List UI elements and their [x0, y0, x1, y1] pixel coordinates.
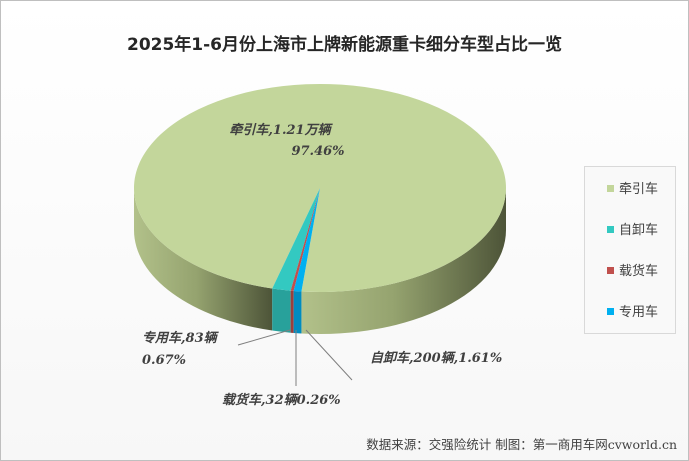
leader-dump — [305, 329, 353, 381]
legend-swatch-special — [607, 308, 614, 315]
data-label-cargo: 载货车,32辆0.26% — [222, 392, 341, 408]
legend-swatch-dump — [607, 226, 614, 233]
data-label-dump: 自卸车,200辆,1.61% — [370, 350, 502, 366]
pie-slice-dump — [272, 188, 320, 291]
data-label-tractor: 牵引车,1.21万辆 — [229, 122, 333, 138]
data-label-percent-special: 0.67% — [142, 353, 186, 368]
legend-swatch-cargo — [607, 267, 614, 274]
legend-label-dump: 自卸车 — [619, 222, 658, 238]
source-note: 数据来源：交强险统计 制图：第一商用车网cvworld.cn — [366, 437, 677, 452]
pie-side-cargo — [290, 290, 294, 333]
pie-side-tractor — [134, 188, 273, 331]
legend-label-cargo: 载货车 — [619, 263, 658, 279]
legend-label-tractor: 牵引车 — [619, 181, 658, 197]
pie-slice-tractor — [134, 84, 507, 293]
data-label-percent-tractor: 97.46% — [291, 144, 344, 159]
pie-slice-cargo — [290, 188, 320, 291]
pie-side-special — [293, 290, 302, 334]
chart-title: 2025年1-6月份上海市上牌新能源重卡细分车型占比一览 — [126, 35, 563, 55]
leader-special — [237, 329, 291, 346]
legend: 牵引车 自卸车 载货车 专用车 — [584, 166, 676, 334]
legend-label-special: 专用车 — [619, 304, 658, 320]
data-label-special: 专用车,83辆 — [142, 330, 220, 346]
pie-side-tractor — [301, 188, 506, 334]
pie-side-dump — [272, 288, 291, 333]
legend-swatch-tractor — [607, 185, 614, 192]
data-labels: 牵引车,1.21万辆 97.46% 自卸车,200辆,1.61% 载货车,32辆0.2… — [142, 122, 502, 408]
pie-tops — [134, 84, 507, 293]
leader-lines — [237, 329, 353, 386]
pie-slice-special — [293, 188, 320, 292]
pie-sides — [134, 188, 506, 334]
